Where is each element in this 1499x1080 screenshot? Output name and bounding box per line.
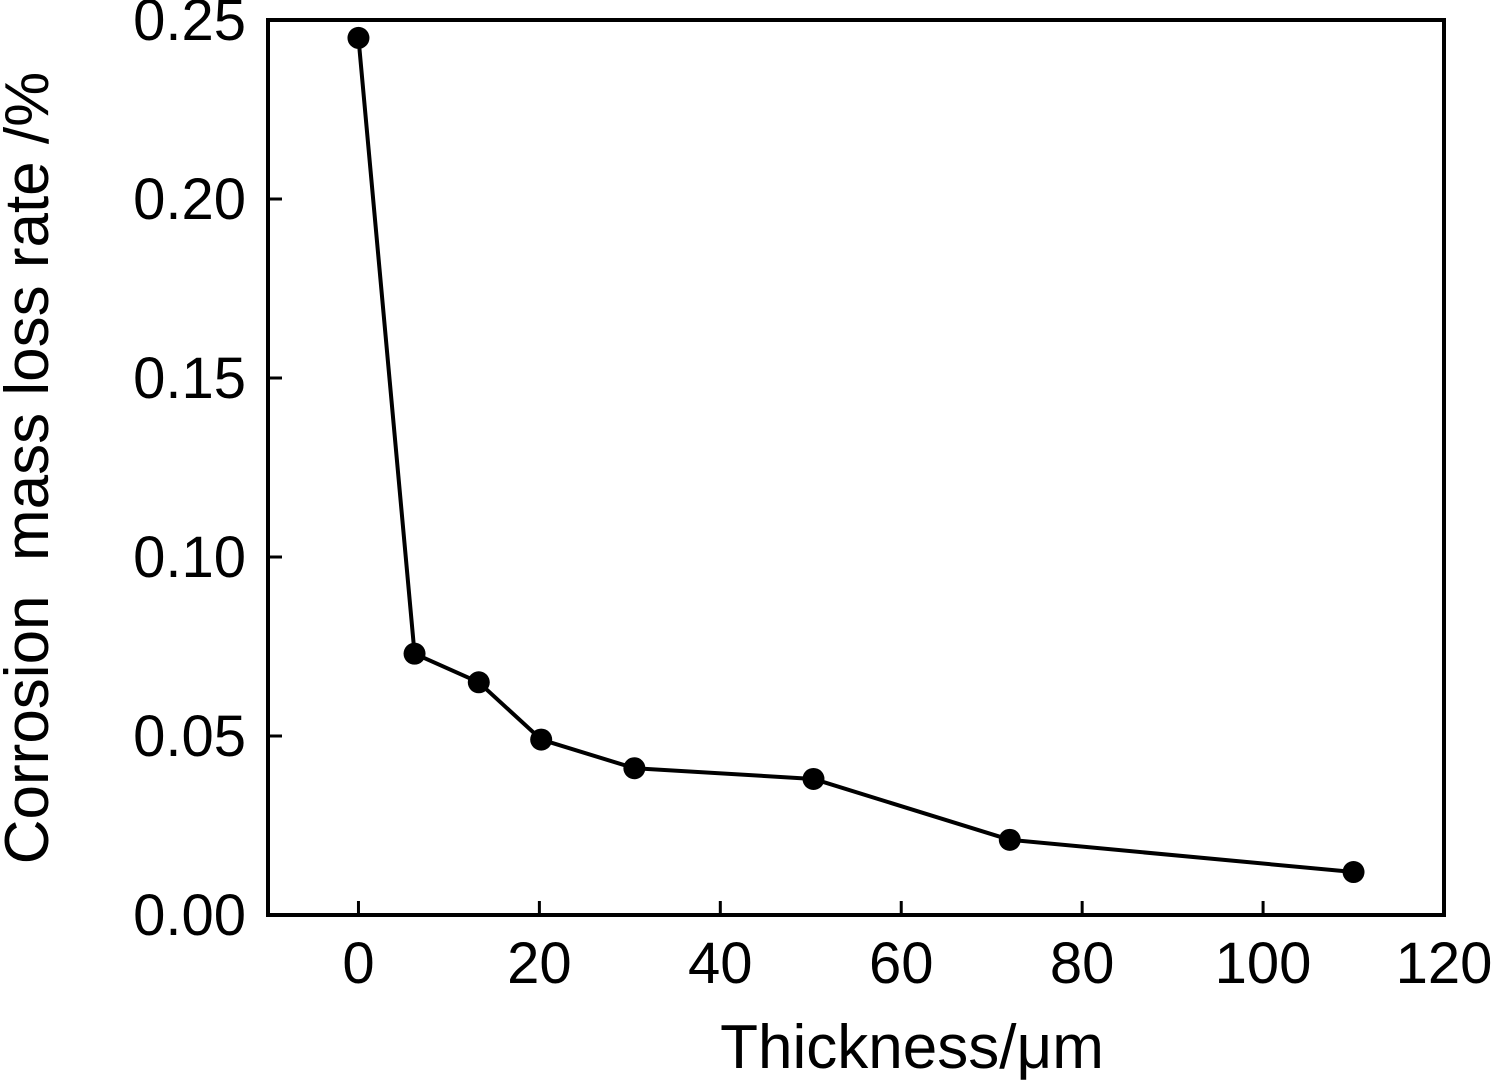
x-tick-label: 40 xyxy=(688,931,753,996)
tick-labels: 0 20 40 60 80 100 120 0.00 0.05 0.10 0.15 0.20 0.25 xyxy=(133,0,1492,996)
x-tick-label: 20 xyxy=(507,931,572,996)
y-tick-label: 0.05 xyxy=(133,704,246,769)
axis-ticks xyxy=(268,18,1446,917)
data-point xyxy=(623,757,646,780)
x-tick-label: 100 xyxy=(1215,931,1312,996)
x-tick-label: 120 xyxy=(1396,931,1493,996)
series-line xyxy=(356,37,1354,875)
data-point xyxy=(998,828,1021,851)
plot-frame xyxy=(266,18,1446,917)
x-axis-title: Thickness/μm xyxy=(720,1013,1104,1080)
data-point xyxy=(530,728,553,751)
data-point xyxy=(403,642,426,665)
data-point xyxy=(802,767,825,790)
y-tick-label: 0.10 xyxy=(133,525,246,590)
data-point xyxy=(467,671,490,694)
x-tick-label: 80 xyxy=(1050,931,1115,996)
data-point xyxy=(1342,861,1365,884)
y-axis-title: Corrosion mass loss rate /% xyxy=(0,72,62,864)
data-point xyxy=(347,26,370,49)
x-tick-label: 0 xyxy=(342,931,374,996)
x-tick-label: 60 xyxy=(869,931,934,996)
y-tick-label: 0.15 xyxy=(133,346,246,411)
y-tick-label: 0.20 xyxy=(133,167,246,232)
series-layer xyxy=(347,26,1365,884)
y-tick-label: 0.25 xyxy=(133,0,246,53)
y-tick-label: 0.00 xyxy=(133,883,246,948)
